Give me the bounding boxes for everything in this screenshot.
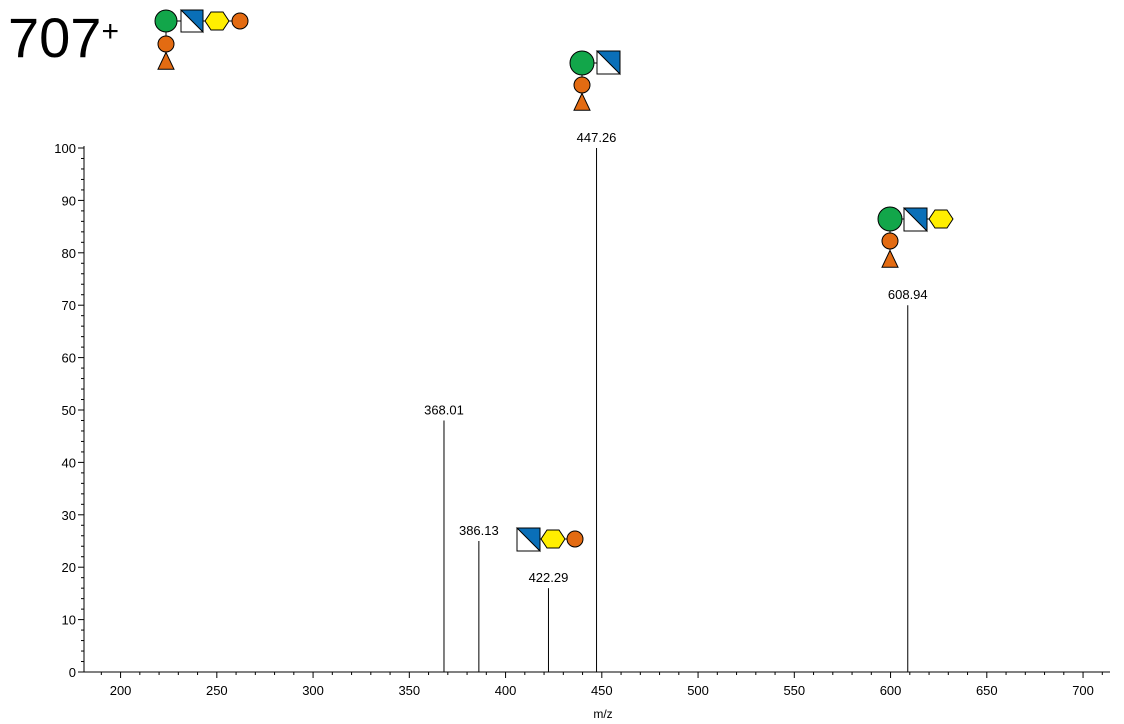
y-tick-label: 30 xyxy=(62,508,76,523)
hexnac-fill xyxy=(902,207,928,233)
peak-label: 608.94 xyxy=(888,287,928,302)
x-tick-label: 700 xyxy=(1072,683,1094,698)
sialic-circle xyxy=(566,530,584,548)
y-tick-label: 70 xyxy=(62,298,76,313)
peaks xyxy=(443,148,909,672)
galactose-hexagon xyxy=(540,529,566,549)
peak-label: 422.29 xyxy=(529,570,569,585)
hexose-circle xyxy=(877,206,903,232)
y-tick-label: 40 xyxy=(62,455,76,470)
fucose-triangle xyxy=(573,92,591,111)
x-tick-label: 500 xyxy=(687,683,709,698)
y-tick-label: 90 xyxy=(62,193,76,208)
y-tick-label: 0 xyxy=(69,665,76,680)
y-tick-label: 10 xyxy=(62,613,76,628)
fucose-triangle xyxy=(157,51,175,70)
precursor-glycan xyxy=(154,9,249,70)
sialic-circle xyxy=(157,35,175,53)
x-tick-label: 600 xyxy=(880,683,902,698)
y-tick-label: 20 xyxy=(62,560,76,575)
precursor-mz-label: 707+ xyxy=(8,6,119,70)
glycan-structures xyxy=(154,9,954,553)
hexose-circle xyxy=(154,9,178,33)
sialic-circle xyxy=(881,232,899,250)
galactose-hexagon xyxy=(928,209,954,229)
x-tick-label: 350 xyxy=(398,683,420,698)
fucose-triangle xyxy=(881,249,899,268)
x-tick-label: 650 xyxy=(976,683,998,698)
peak-label: 386.13 xyxy=(459,523,499,538)
x-tick-label: 250 xyxy=(206,683,228,698)
peak-label: 447.26 xyxy=(577,130,617,145)
x-tick-label: 550 xyxy=(783,683,805,698)
y-tick-label: 50 xyxy=(62,403,76,418)
sialic-circle xyxy=(573,76,591,94)
precursor-value: 707 xyxy=(8,6,102,69)
y-tick-label: 80 xyxy=(62,246,76,261)
galactose-hexagon xyxy=(204,11,230,31)
y-tick-label: 60 xyxy=(62,351,76,366)
x-axis-label: m/z xyxy=(593,707,612,721)
axes: 200 250 300 350 400 450 500 550 600 650 700 0 10 20 30… xyxy=(54,141,1110,698)
y-tick-label: 100 xyxy=(54,141,76,156)
x-tick-label: 400 xyxy=(495,683,517,698)
x-tick-label: 300 xyxy=(302,683,324,698)
x-tick-label: 200 xyxy=(110,683,132,698)
peak-label: 368.01 xyxy=(424,402,464,417)
x-tick-label: 450 xyxy=(591,683,613,698)
glycan-422 xyxy=(515,527,584,553)
precursor-charge: + xyxy=(101,15,119,48)
hexnac-fill xyxy=(515,527,541,553)
hexnac-fill xyxy=(179,9,204,34)
hexnac-fill xyxy=(595,50,621,76)
hexose-circle xyxy=(569,50,595,76)
peak-labels: 368.01 386.13 422.29 447.26 608.94 xyxy=(424,130,928,585)
sialic-circle xyxy=(231,12,249,30)
glycan-447 xyxy=(569,50,621,111)
glycan-608 xyxy=(877,206,954,268)
